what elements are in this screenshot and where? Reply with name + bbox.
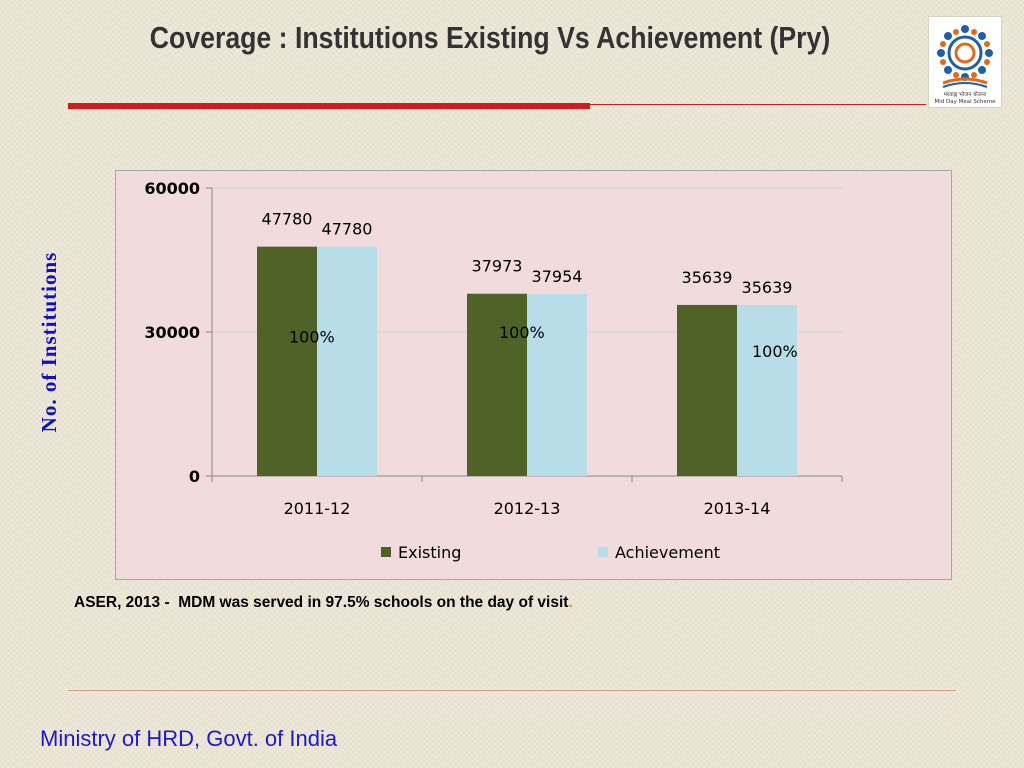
source-note-text: ASER, 2013 - MDM was served in 97.5% sch… (74, 594, 569, 611)
bar-achievement-2011-12 (317, 246, 377, 476)
data-label-existing-2011-12: 47780 (262, 210, 313, 229)
source-note-trailing-dot: . (568, 594, 573, 611)
data-label-achievement-2013-14: 35639 (742, 278, 793, 297)
mid-day-meal-logo: मध्याह्न भोजन योजना Mid Day Meal Scheme (928, 16, 1002, 108)
percent-annotation-2013-14: 100% (752, 342, 798, 361)
x-category-label: 2013-14 (704, 499, 771, 518)
title-thin-rule (590, 104, 926, 105)
data-label-achievement-2011-12: 47780 (322, 220, 373, 239)
data-label-achievement-2012-13: 37954 (532, 267, 583, 286)
source-note: ASER, 2013 - MDM was served in 97.5% sch… (74, 594, 573, 612)
bar-existing-2013-14 (677, 304, 737, 476)
legend-label-achievement: Achievement (615, 543, 720, 562)
legend-label-existing: Existing (398, 543, 461, 562)
footer-divider (68, 690, 956, 691)
x-category-label: 2012-13 (494, 499, 561, 518)
legend-swatch-achievement (598, 547, 608, 557)
logo-emblem: मध्याह्न भोजन योजना Mid Day Meal Scheme (934, 25, 996, 105)
bar-achievement-2012-13 (527, 293, 587, 476)
data-label-existing-2012-13: 37973 (472, 257, 523, 276)
bar-existing-2011-12 (257, 246, 317, 476)
footer-text: Ministry of HRD, Govt. of India (40, 726, 338, 751)
logo-caption-hindi: मध्याह्न भोजन योजना (944, 91, 987, 98)
chart-area: 60000 30000 0 47780 47780 100% 2011-12 37973 379… (115, 170, 952, 580)
logo-caption-english: Mid Day Meal Scheme (934, 99, 996, 105)
bar-achievement-2013-14 (737, 304, 797, 476)
bar-existing-2012-13 (467, 293, 527, 476)
percent-annotation-2012-13: 100% (499, 323, 545, 342)
data-label-existing-2013-14: 35639 (682, 268, 733, 287)
percent-annotation-2011-12: 100% (289, 328, 335, 347)
legend-swatch-existing (381, 547, 391, 557)
y-axis-label: No. of Institutions (37, 251, 61, 433)
y-tick-label: 30000 (144, 323, 200, 342)
x-category-label: 2011-12 (284, 499, 351, 518)
bar-chart: 60000 30000 0 47780 47780 100% 2011-12 37973 379… (144, 179, 843, 562)
title-underline (68, 103, 590, 109)
y-tick-label: 60000 (144, 179, 200, 198)
y-tick-label: 0 (189, 467, 200, 486)
slide-title: Coverage : Institutions Existing Vs Achi… (149, 20, 831, 55)
